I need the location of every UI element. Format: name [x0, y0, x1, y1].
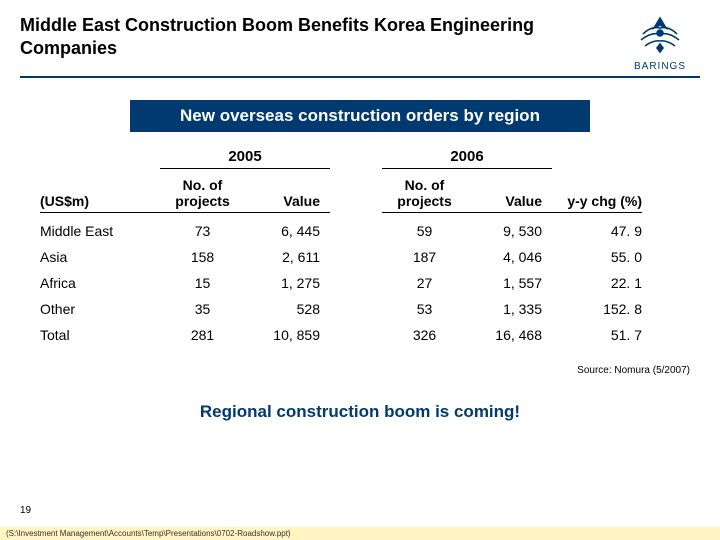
header-value-2006: Value	[467, 193, 552, 213]
cell-p1: 158	[160, 249, 245, 265]
cell-v1: 2, 611	[245, 249, 330, 265]
cell-p1: 281	[160, 327, 245, 343]
cell-region: Africa	[40, 275, 160, 291]
cell-v1: 528	[245, 301, 330, 317]
cell-p2: 326	[382, 327, 467, 343]
cell-chg: 47. 9	[552, 223, 642, 239]
cell-v1: 1, 275	[245, 275, 330, 291]
header-chg: y-y chg (%)	[552, 193, 642, 213]
footer-path: (S:\Investment Management\Accounts\Temp\…	[0, 527, 720, 540]
eagle-icon	[637, 14, 683, 59]
table-row: Asia 158 2, 611 187 4, 046 55. 0	[40, 249, 680, 265]
cell-chg: 51. 7	[552, 327, 642, 343]
cell-v2: 4, 046	[467, 249, 552, 265]
cell-v2: 9, 530	[467, 223, 552, 239]
table-row: Total 281 10, 859 326 16, 468 51. 7	[40, 327, 680, 343]
brand-block: BARINGS	[620, 14, 700, 72]
cell-p2: 53	[382, 301, 467, 317]
cell-p1: 15	[160, 275, 245, 291]
source-note: Source: Nomura (5/2007)	[0, 365, 690, 376]
header-value-2005: Value	[245, 193, 330, 213]
cell-region: Asia	[40, 249, 160, 265]
cell-p1: 73	[160, 223, 245, 239]
cell-region: Middle East	[40, 223, 160, 239]
year-2006-header: 2006	[382, 148, 552, 169]
cell-v2: 1, 557	[467, 275, 552, 291]
cell-p2: 187	[382, 249, 467, 265]
data-table: 2005 2006 (US$m) No. of projects Value N…	[40, 148, 680, 343]
page-title: Middle East Construction Boom Benefits K…	[20, 14, 560, 59]
cell-region: Total	[40, 327, 160, 343]
cell-v2: 16, 468	[467, 327, 552, 343]
table-row: Other 35 528 53 1, 335 152. 8	[40, 301, 680, 317]
tagline: Regional construction boom is coming!	[0, 402, 720, 422]
header-projects-2006: No. of projects	[382, 177, 467, 213]
title-underline	[20, 76, 700, 78]
table-row: Africa 15 1, 275 27 1, 557 22. 1	[40, 275, 680, 291]
cell-p2: 59	[382, 223, 467, 239]
cell-p1: 35	[160, 301, 245, 317]
cell-chg: 55. 0	[552, 249, 642, 265]
header-projects-2005: No. of projects	[160, 177, 245, 213]
brand-label: BARINGS	[634, 61, 686, 72]
cell-p2: 27	[382, 275, 467, 291]
cell-v1: 10, 859	[245, 327, 330, 343]
subtitle-band: New overseas construction orders by regi…	[130, 100, 590, 132]
header-region: (US$m)	[40, 193, 160, 213]
cell-chg: 22. 1	[552, 275, 642, 291]
year-2005-header: 2005	[160, 148, 330, 169]
cell-v1: 6, 445	[245, 223, 330, 239]
cell-region: Other	[40, 301, 160, 317]
table-row: Middle East 73 6, 445 59 9, 530 47. 9	[40, 223, 680, 239]
cell-chg: 152. 8	[552, 301, 642, 317]
cell-v2: 1, 335	[467, 301, 552, 317]
page-number: 19	[20, 505, 31, 516]
